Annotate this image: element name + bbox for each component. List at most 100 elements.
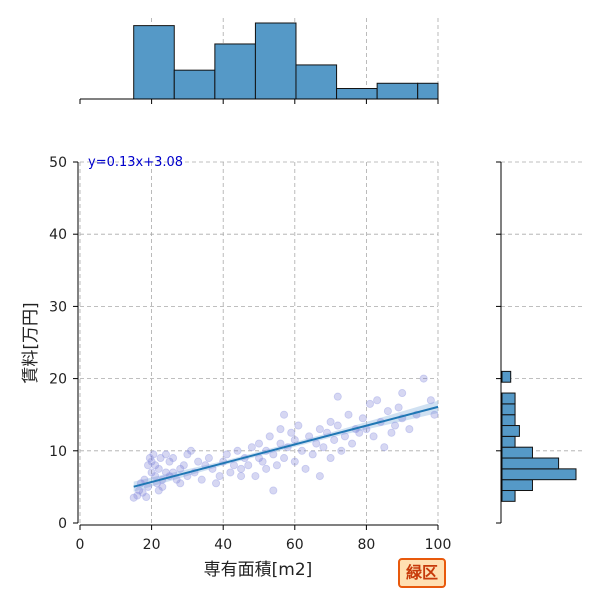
data-point (315, 472, 324, 481)
data-point (333, 421, 342, 430)
data-point (247, 443, 256, 452)
data-point (301, 464, 310, 473)
top-hist-bar (417, 82, 439, 100)
data-point (176, 479, 185, 488)
data-point (391, 421, 400, 430)
x-tick-label: 60 (286, 537, 304, 553)
data-point (308, 450, 317, 459)
x-axis-label: 専有面積[m2] (204, 560, 313, 580)
data-point (373, 396, 382, 405)
x-tick-label: 0 (76, 537, 85, 553)
data-point (326, 454, 335, 463)
data-point (142, 493, 151, 502)
y-tick-label: 10 (49, 444, 67, 460)
regression-line (133, 405, 439, 488)
data-point (358, 414, 367, 423)
top-hist-bar (336, 88, 378, 100)
right-histogram (501, 370, 577, 502)
data-point (262, 464, 271, 473)
data-point (276, 425, 285, 434)
data-point (204, 454, 213, 463)
y-tick-label: 30 (49, 299, 67, 315)
right-hist-bar (501, 479, 533, 492)
data-point (154, 464, 163, 473)
data-point (258, 457, 267, 466)
x-tick-label: 100 (425, 537, 452, 553)
data-point (330, 435, 339, 444)
data-point (315, 425, 324, 434)
data-point (430, 410, 439, 419)
scatter-points (129, 374, 439, 502)
right-hist-bar (501, 435, 516, 448)
right-hist-bar (501, 414, 516, 427)
data-point (365, 399, 374, 408)
data-point (280, 410, 289, 419)
right-hist-bar (501, 425, 520, 437)
top-hist-bar (376, 82, 419, 100)
data-point (269, 486, 278, 495)
data-point (355, 428, 364, 437)
data-point (212, 479, 221, 488)
data-point (269, 450, 278, 459)
data-point (151, 472, 160, 481)
data-point (254, 439, 263, 448)
data-point (265, 432, 274, 441)
regression-equation: y=0.13x+3.08 (88, 155, 183, 170)
top-hist-bar (254, 22, 297, 100)
top-hist-bar (173, 69, 216, 100)
right-hist-bar (501, 403, 516, 416)
data-point (290, 457, 299, 466)
y-tick-label: 40 (49, 227, 67, 243)
regression-line-layer (133, 405, 439, 488)
data-point (156, 454, 165, 463)
right-hist-bar (501, 392, 516, 405)
x-tick-label: 20 (143, 537, 161, 553)
data-point (340, 432, 349, 441)
top-hist-bar (133, 25, 175, 100)
data-point (398, 389, 407, 398)
data-point (383, 407, 392, 416)
data-point (312, 439, 321, 448)
data-point (222, 450, 231, 459)
data-point (197, 475, 206, 484)
y-axis-label: 賃料[万円] (21, 302, 41, 383)
data-point (149, 450, 158, 459)
data-point (337, 446, 346, 455)
data-point (297, 446, 306, 455)
data-point (333, 392, 342, 401)
data-point (305, 432, 314, 441)
data-point (215, 472, 224, 481)
data-point (244, 461, 253, 470)
right-hist-bar (501, 457, 560, 470)
data-point (348, 439, 357, 448)
data-point (287, 428, 296, 437)
data-point (290, 435, 299, 444)
right-hist-bar (501, 446, 533, 459)
y-tick-label: 0 (58, 516, 67, 532)
data-point (405, 425, 414, 434)
y-tick-label: 50 (49, 155, 67, 171)
x-tick-label: 40 (214, 537, 232, 553)
data-point (369, 432, 378, 441)
district-badge: 緑区 (398, 558, 447, 588)
data-point (272, 461, 281, 470)
top-hist-bar (295, 64, 338, 100)
data-point (186, 446, 195, 455)
data-point (419, 374, 428, 383)
data-point (426, 396, 435, 405)
data-point (194, 457, 203, 466)
data-point (276, 439, 285, 448)
right-hist-bar (501, 370, 512, 383)
data-point (229, 461, 238, 470)
data-point (251, 472, 260, 481)
data-point (158, 482, 167, 491)
data-point (237, 464, 246, 473)
data-point (169, 454, 178, 463)
data-point (280, 454, 289, 463)
data-point (319, 443, 328, 452)
right-hist-bar (501, 490, 516, 502)
top-hist-bar (214, 43, 256, 100)
top-histogram (133, 22, 439, 100)
data-point (161, 450, 170, 459)
